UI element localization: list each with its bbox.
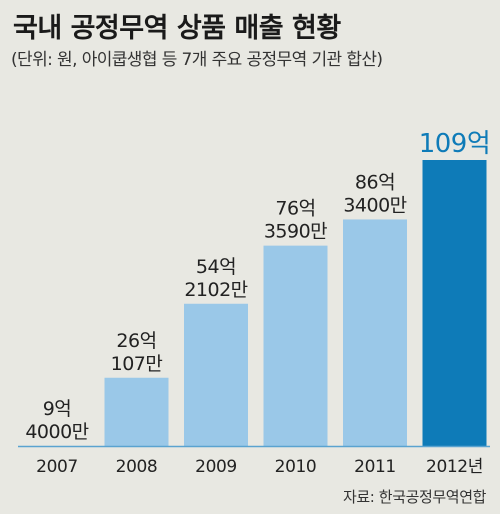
data-label-2008: 107만 [111,353,163,375]
x-tick-label-2010: 2010 [275,457,317,477]
x-tick-label-2011: 2011 [354,457,396,477]
data-label-2011: 3400만 [343,194,406,216]
bar-2010 [263,245,328,446]
data-label-2010: 76억 [275,198,315,220]
data-label-2007: 9억 [43,398,72,420]
x-tick-label-2008: 2008 [116,457,158,477]
bar-2012년 [422,160,487,446]
data-label-2012년: 109억 [419,129,491,159]
data-label-2011: 86억 [355,171,395,193]
chart-subtitle: (단위: 원, 아이쿱생협 등 7개 주요 공정무역 기관 합산) [11,50,383,70]
data-label-2009: 54억 [196,256,236,278]
bar-2011 [343,219,407,446]
data-label-2007: 4000만 [25,421,88,443]
data-label-2010: 3590만 [264,221,327,243]
x-tick-label-2012년: 2012년 [426,457,483,477]
bar-2009 [184,303,248,446]
source-note: 자료: 한국공정무역연합 [342,488,486,506]
data-label-2009: 2102만 [184,279,247,301]
data-label-2008: 26억 [116,330,156,352]
x-tick-label-2007: 2007 [36,457,78,477]
chart-title: 국내 공정무역 상품 매출 현황 [13,13,341,44]
bar-2008 [104,377,169,446]
x-tick-label-2009: 2009 [195,457,237,477]
